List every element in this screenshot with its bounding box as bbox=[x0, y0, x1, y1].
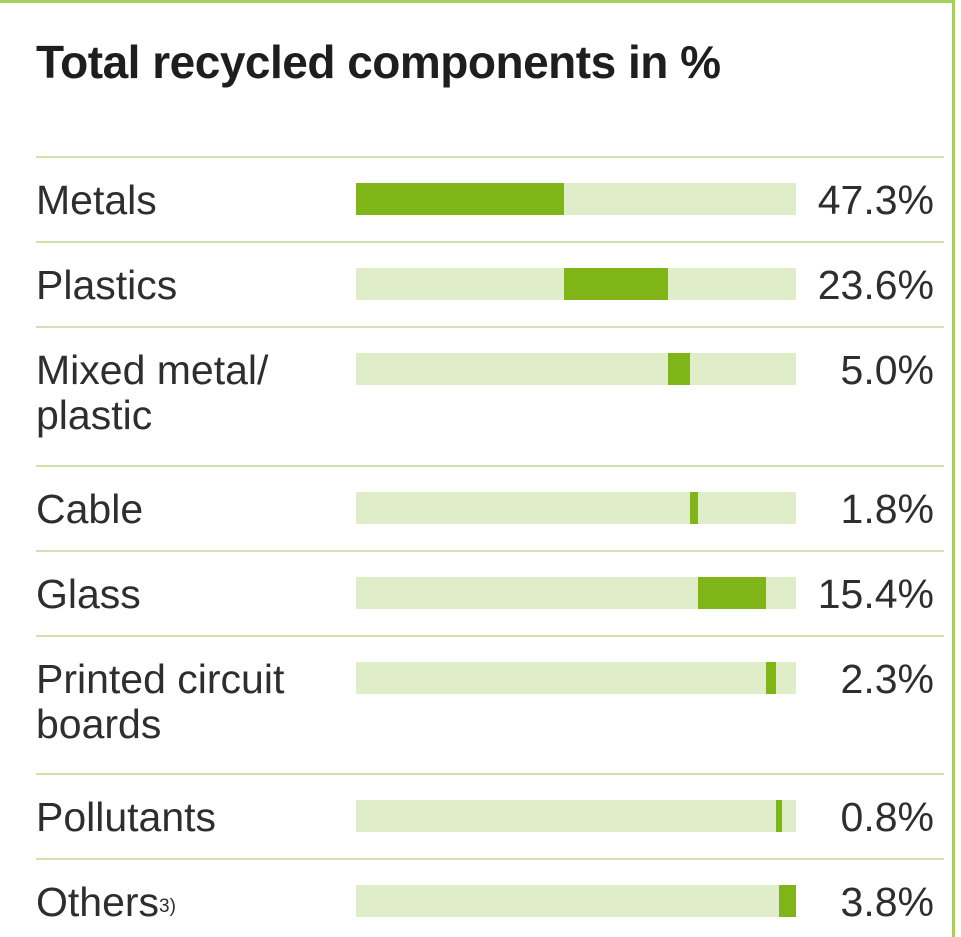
bar-track bbox=[356, 492, 796, 524]
bar-segment bbox=[564, 268, 668, 300]
row-divider bbox=[36, 465, 944, 467]
value-label: 15.4% bbox=[817, 571, 934, 617]
bar-segment bbox=[356, 183, 565, 215]
category-label: Metals bbox=[36, 177, 157, 223]
bar-track bbox=[356, 353, 796, 385]
value-label: 2.3% bbox=[840, 656, 934, 702]
bar-track bbox=[356, 662, 796, 694]
category-label: Glass bbox=[36, 571, 141, 617]
chart-title: Total recycled components in % bbox=[36, 36, 721, 88]
value-label: 23.6% bbox=[817, 262, 934, 308]
value-label: 0.8% bbox=[840, 794, 934, 840]
bar-segment bbox=[667, 353, 690, 385]
row-divider bbox=[36, 773, 944, 775]
bar-track bbox=[356, 183, 796, 215]
bar-track bbox=[356, 885, 796, 917]
bar-segment bbox=[775, 800, 782, 832]
value-label: 1.8% bbox=[840, 486, 934, 532]
bar-track bbox=[356, 577, 796, 609]
category-label: Printed circuit boards bbox=[36, 656, 285, 747]
bar-segment bbox=[689, 492, 698, 524]
row-divider bbox=[36, 326, 944, 328]
row-divider bbox=[36, 550, 944, 552]
footnote-mark: 3) bbox=[159, 896, 176, 917]
bar-segment bbox=[697, 577, 766, 609]
category-label: Plastics bbox=[36, 262, 178, 308]
value-label: 3.8% bbox=[840, 879, 934, 925]
bar-track bbox=[356, 268, 796, 300]
bar-track bbox=[356, 800, 796, 832]
category-label: Others3) bbox=[36, 879, 176, 925]
value-label: 47.3% bbox=[817, 177, 934, 223]
bar-segment bbox=[779, 885, 796, 917]
bar-segment bbox=[765, 662, 776, 694]
row-divider bbox=[36, 156, 944, 158]
row-divider bbox=[36, 858, 944, 860]
row-divider bbox=[36, 241, 944, 243]
category-label: Pollutants bbox=[36, 794, 217, 840]
category-label: Cable bbox=[36, 486, 144, 532]
row-divider bbox=[36, 635, 944, 637]
value-label: 5.0% bbox=[840, 347, 934, 393]
category-label: Mixed metal/plastic bbox=[36, 347, 269, 438]
